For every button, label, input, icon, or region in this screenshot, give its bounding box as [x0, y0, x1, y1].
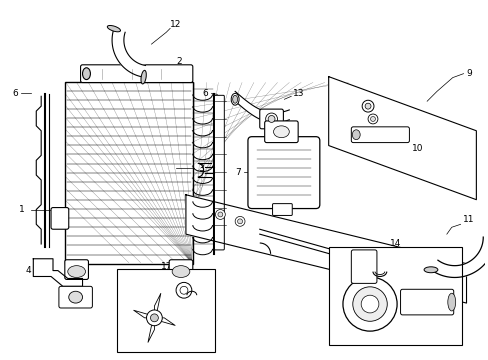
Circle shape	[370, 117, 375, 121]
Circle shape	[237, 219, 242, 224]
Text: 17: 17	[160, 262, 172, 271]
Polygon shape	[235, 91, 289, 123]
Circle shape	[146, 310, 162, 326]
Ellipse shape	[231, 93, 239, 105]
FancyBboxPatch shape	[272, 204, 292, 215]
Text: 3: 3	[198, 164, 203, 173]
Bar	[65, 82, 192, 264]
Bar	[117, 269, 215, 352]
Text: 1: 1	[19, 205, 24, 214]
Text: 18: 18	[183, 266, 194, 275]
FancyBboxPatch shape	[169, 260, 192, 279]
FancyBboxPatch shape	[51, 208, 69, 229]
Polygon shape	[154, 318, 175, 325]
Text: 11: 11	[462, 215, 473, 224]
Text: 16: 16	[337, 318, 348, 327]
FancyBboxPatch shape	[81, 65, 192, 82]
Ellipse shape	[273, 126, 289, 138]
Polygon shape	[33, 259, 82, 286]
Ellipse shape	[342, 277, 396, 331]
Polygon shape	[430, 237, 488, 278]
Text: 6: 6	[13, 89, 19, 98]
Ellipse shape	[352, 287, 386, 321]
Ellipse shape	[141, 70, 146, 84]
FancyBboxPatch shape	[65, 260, 88, 279]
Text: 8: 8	[251, 109, 257, 118]
Text: 5: 5	[139, 284, 144, 293]
FancyBboxPatch shape	[264, 121, 298, 143]
Ellipse shape	[447, 293, 455, 311]
FancyBboxPatch shape	[350, 250, 376, 283]
Text: 2: 2	[176, 57, 182, 66]
Ellipse shape	[82, 68, 90, 80]
Ellipse shape	[423, 267, 437, 273]
Text: 7: 7	[235, 168, 241, 177]
Circle shape	[362, 100, 373, 112]
Ellipse shape	[232, 95, 237, 103]
Text: 13: 13	[293, 89, 305, 98]
Circle shape	[218, 212, 223, 217]
Circle shape	[180, 286, 187, 294]
Ellipse shape	[265, 113, 277, 125]
FancyBboxPatch shape	[350, 127, 408, 143]
Text: 12: 12	[170, 20, 182, 29]
Text: 15: 15	[330, 252, 342, 261]
Ellipse shape	[267, 116, 274, 122]
Polygon shape	[112, 29, 145, 77]
Circle shape	[215, 210, 225, 219]
Text: 6: 6	[203, 89, 208, 98]
Circle shape	[176, 282, 191, 298]
Ellipse shape	[68, 266, 85, 278]
Circle shape	[367, 114, 377, 124]
Circle shape	[150, 314, 158, 322]
FancyBboxPatch shape	[259, 109, 283, 129]
Bar	[328, 247, 461, 345]
Ellipse shape	[107, 26, 120, 32]
Polygon shape	[133, 310, 154, 318]
Polygon shape	[148, 318, 154, 342]
Polygon shape	[185, 195, 466, 303]
FancyBboxPatch shape	[400, 289, 453, 315]
Text: 10: 10	[411, 144, 422, 153]
FancyBboxPatch shape	[214, 95, 224, 250]
Ellipse shape	[351, 130, 360, 140]
FancyBboxPatch shape	[247, 137, 319, 208]
Text: 9: 9	[466, 69, 471, 78]
Circle shape	[365, 103, 370, 109]
Ellipse shape	[172, 266, 189, 278]
Text: 14: 14	[389, 239, 401, 248]
Text: 19: 19	[170, 331, 182, 340]
Polygon shape	[328, 77, 475, 200]
Circle shape	[235, 216, 244, 226]
Ellipse shape	[69, 291, 82, 303]
Polygon shape	[154, 293, 161, 318]
Text: 4: 4	[25, 266, 31, 275]
Ellipse shape	[361, 295, 378, 313]
FancyBboxPatch shape	[59, 286, 92, 308]
